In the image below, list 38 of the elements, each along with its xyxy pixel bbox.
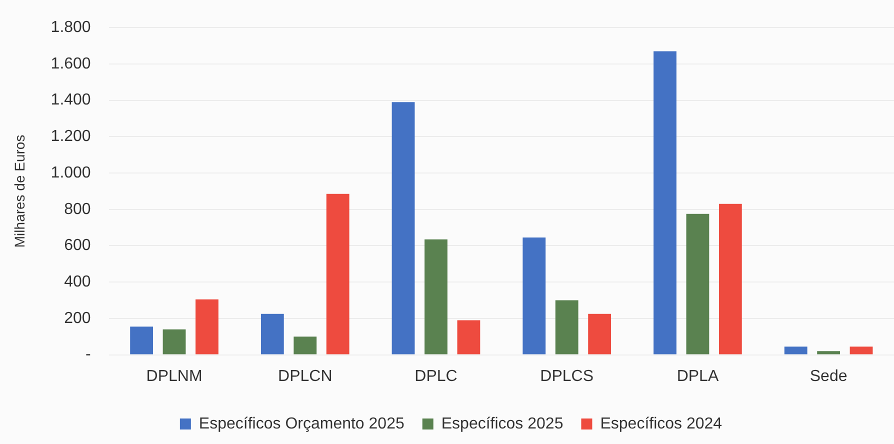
bar	[817, 351, 840, 354]
bar	[162, 329, 186, 354]
bar	[130, 326, 154, 354]
legend-label: Específicos Orçamento 2025	[198, 415, 404, 432]
x-tick-label: DPLCN	[278, 368, 332, 385]
y-tick-label: 1.000	[50, 164, 91, 182]
legend-label: Específicos 2025	[441, 415, 564, 432]
y-tick-label: 1.600	[50, 55, 91, 72]
legend-label: Específicos 2024	[600, 415, 722, 432]
bar	[850, 346, 873, 354]
bar	[555, 300, 578, 354]
x-tick-label: DPLCS	[540, 368, 594, 385]
bar	[654, 51, 676, 354]
bar	[424, 239, 448, 354]
bar	[196, 299, 218, 354]
y-tick-label: 1.400	[50, 92, 91, 109]
y-axis-title: Milhares de Euros	[11, 134, 28, 248]
bar	[326, 194, 350, 354]
x-tick-label: DPLNM	[146, 368, 202, 385]
x-tick-label: DPLA	[676, 368, 719, 385]
y-tick-label: 800	[64, 200, 91, 218]
x-tick-label: Sede	[810, 368, 848, 385]
bar	[392, 102, 415, 354]
bar	[718, 204, 742, 354]
x-tick-label: DPLC	[414, 368, 458, 385]
y-tick-label: 600	[64, 237, 91, 254]
bar	[522, 238, 546, 354]
y-tick-label: 200	[64, 310, 91, 327]
bar	[294, 336, 317, 354]
y-tick-label: -	[86, 346, 91, 364]
bar	[686, 214, 710, 354]
y-tick-label: 1.200	[50, 128, 91, 146]
bar	[260, 314, 284, 354]
bar	[588, 314, 612, 354]
y-tick-label: 1.800	[50, 19, 91, 36]
y-tick-label: 400	[64, 273, 91, 290]
bar	[457, 320, 480, 354]
bar	[784, 346, 808, 354]
